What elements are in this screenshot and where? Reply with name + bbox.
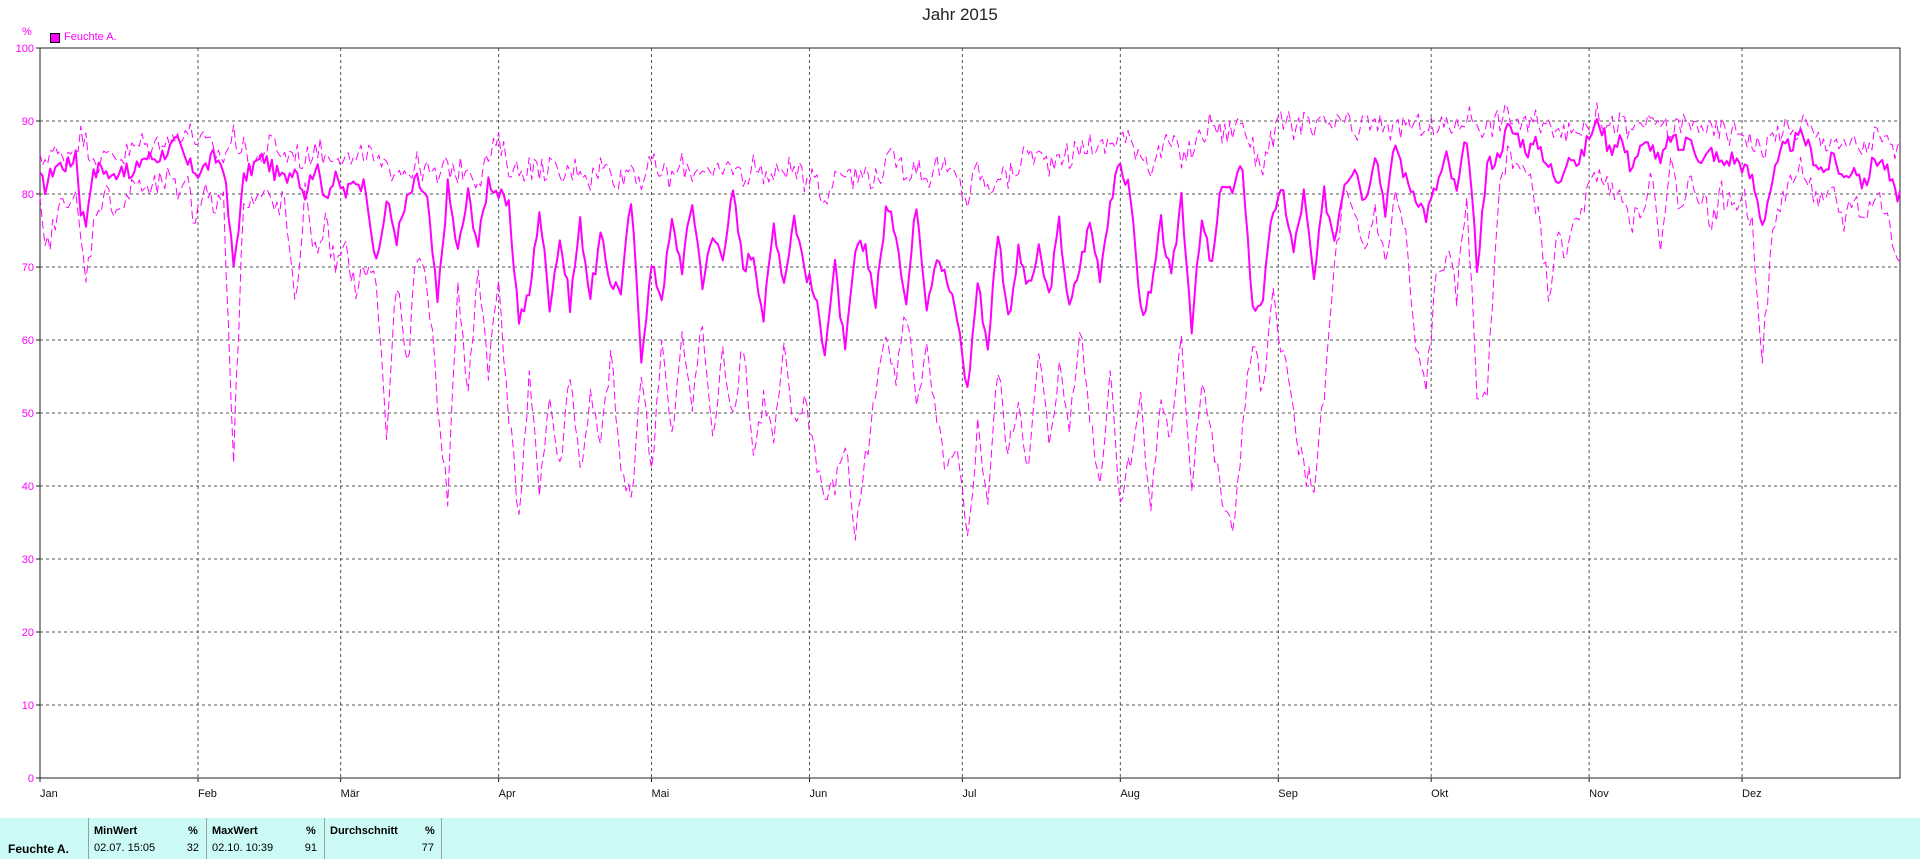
y-tick-label: 90 — [22, 116, 34, 128]
x-tick-label: Mär — [341, 788, 360, 800]
x-tick-label: Dez — [1742, 788, 1762, 800]
legend-swatch — [50, 33, 60, 43]
x-tick-label: Sep — [1278, 788, 1298, 800]
stats-bar: Feuchte A. MinWert % 02.07. 15:05 32 Max… — [0, 818, 1920, 859]
x-tick-label: Jan — [40, 788, 58, 800]
y-tick-label: 100 — [16, 43, 34, 55]
y-tick-label: 30 — [22, 554, 34, 566]
x-tick-label: Okt — [1431, 788, 1448, 800]
y-tick-label: 0 — [28, 773, 34, 785]
stats-min-unit: % — [188, 825, 198, 837]
stats-max-unit: % — [306, 825, 316, 837]
series-line-feuchte-a-min — [39, 145, 1901, 541]
y-tick-label: 10 — [22, 700, 34, 712]
x-tick-label: Mai — [652, 788, 670, 800]
stats-min-time: 02.07. 15:05 — [94, 842, 156, 854]
x-tick-label: Jul — [962, 788, 976, 800]
grid-layer — [40, 48, 1900, 778]
stats-divider — [441, 818, 442, 859]
legend-label: Feuchte A. — [64, 31, 117, 43]
x-tick-label: Aug — [1120, 788, 1140, 800]
stats-max-header: MaxWert — [212, 825, 258, 837]
y-axis-unit: % — [22, 26, 32, 38]
y-tick-label: 20 — [22, 627, 34, 639]
stats-max-time: 02.10. 10:39 — [212, 842, 274, 854]
chart-title: Jahr 2015 — [922, 5, 998, 24]
chart-plot: 0 10 20 30 40 50 60 70 80 90 100 Jan Feb Mär Apr Mai Jun… — [16, 43, 1901, 800]
y-tick-label: 50 — [22, 408, 34, 420]
y-tick-label: 60 — [22, 335, 34, 347]
stats-min-header: MinWert — [94, 825, 138, 837]
stats-avg-column: Durchschnitt % 77 — [325, 818, 441, 859]
x-tick-label: Apr — [499, 788, 516, 800]
stats-max-column: MaxWert % 02.10. 10:39 91 — [207, 818, 324, 859]
stats-avg-value: 77 — [421, 842, 434, 854]
axis-layer: 0 10 20 30 40 50 60 70 80 90 100 Jan Feb Mär Apr Mai Jun… — [16, 43, 1901, 800]
stats-avg-unit: % — [425, 825, 435, 837]
y-tick-label: 70 — [22, 262, 34, 274]
stats-divider — [88, 818, 89, 859]
x-tick-label: Nov — [1589, 788, 1609, 800]
series-layer — [39, 102, 1901, 541]
series-line-feuchte-a-max — [39, 102, 1901, 208]
y-tick-label: 80 — [22, 189, 34, 201]
series-line-feuchte-a — [39, 118, 1901, 388]
stats-divider — [324, 818, 325, 859]
x-tick-label: Jun — [809, 788, 827, 800]
stats-divider — [206, 818, 207, 859]
x-tick-label: Feb — [198, 788, 217, 800]
y-tick-label: 40 — [22, 481, 34, 493]
stats-min-value: 32 — [186, 842, 199, 854]
stats-max-value: 91 — [304, 842, 317, 854]
stats-avg-header: Durchschnitt — [330, 825, 398, 837]
stats-min-column: MinWert % 02.07. 15:05 32 — [89, 818, 206, 859]
stats-series-label: Feuchte A. — [8, 842, 69, 856]
